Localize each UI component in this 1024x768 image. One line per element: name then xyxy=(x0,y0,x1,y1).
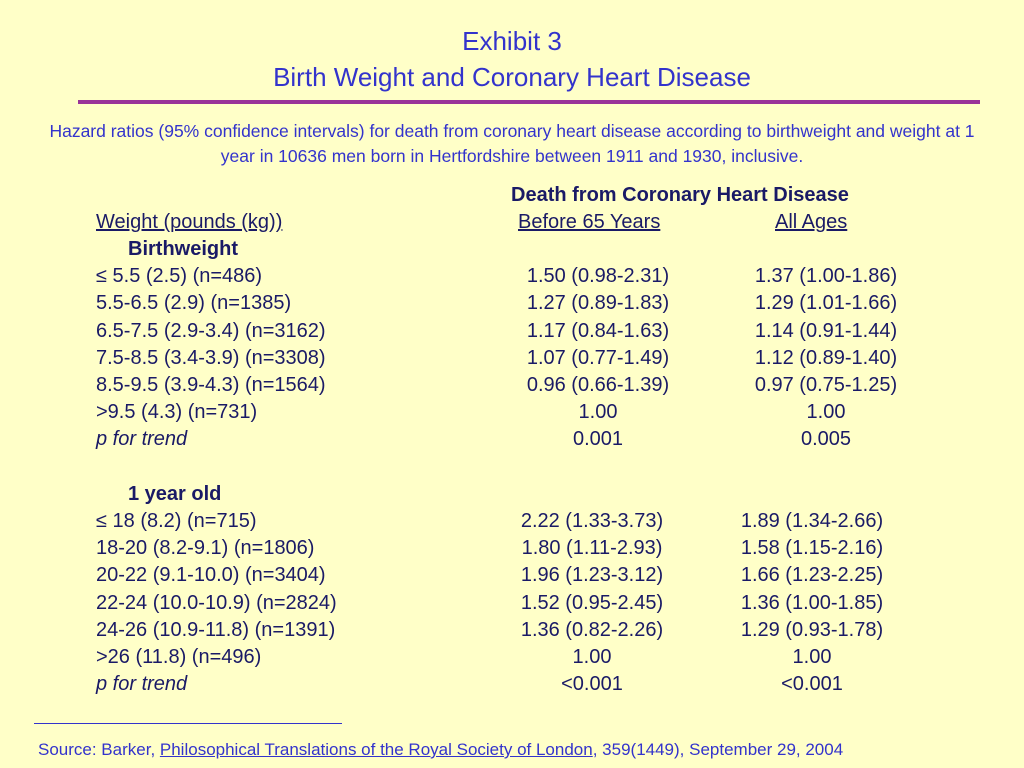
allages-value: 1.29 (1.01-1.66) xyxy=(754,292,898,315)
allages-value: 1.14 (0.91-1.44) xyxy=(754,319,898,342)
row-label: 8.5-9.5 (3.9-4.3) (n=1564) xyxy=(96,374,326,396)
source-prefix: Source: Barker, xyxy=(38,740,160,759)
before65-value: 1.00 xyxy=(578,401,618,424)
allages-value: 1.37 (1.00-1.86) xyxy=(754,265,898,288)
trend-label: p for trend xyxy=(96,428,188,451)
allages-value: 1.58 (1.15-2.16) xyxy=(740,537,884,560)
page-title: Birth Weight and Coronary Heart Disease xyxy=(273,62,751,92)
allages-value: 1.12 (0.89-1.40) xyxy=(754,346,898,369)
row-label: >9.5 (4.3) (n=731) xyxy=(96,401,258,424)
table-caption: Hazard ratios (95% confidence intervals)… xyxy=(49,121,975,166)
allages-value: 1.00 xyxy=(806,401,846,424)
allages-value: 1.89 (1.34-2.66) xyxy=(740,510,884,532)
row-label: ≤ 18 (8.2) (n=715) xyxy=(96,510,257,532)
source-citation: Source: Barker, Philosophical Translatio… xyxy=(38,740,843,760)
before65-value: 1.07 (0.77-1.49) xyxy=(526,346,670,369)
row-label: 22-24 (10.0-10.9) (n=2824) xyxy=(96,591,337,614)
before65-value: 2.22 (1.33-3.73) xyxy=(520,510,664,532)
row-label: >26 (11.8) (n=496) xyxy=(96,646,262,668)
row-label: 20-22 (9.1-10.0) (n=3404) xyxy=(96,564,326,587)
before65-value: 1.80 (1.11-2.93) xyxy=(521,537,663,560)
group-header: Death from Coronary Heart Disease xyxy=(511,184,849,206)
exhibit-number: Exhibit 3 xyxy=(462,26,562,56)
before65-value: 0.001 xyxy=(572,428,624,451)
before65-value: 0.96 (0.66-1.39) xyxy=(526,374,670,396)
allages-value: 0.005 xyxy=(800,428,852,451)
before65-value: 1.50 (0.98-2.31) xyxy=(526,265,670,288)
col-header-allages: All Ages xyxy=(775,211,848,233)
allages-value: 1.29 (0.93-1.78) xyxy=(740,618,884,641)
before65-value: 1.96 (1.23-3.12) xyxy=(520,564,664,587)
allages-value: 1.66 (1.23-2.25) xyxy=(740,564,884,587)
col-header-weight: Weight (pounds (kg)) xyxy=(96,211,283,233)
before65-value: 1.36 (0.82-2.26) xyxy=(520,618,664,641)
allages-value: <0.001 xyxy=(781,673,843,696)
row-label: 6.5-7.5 (2.9-3.4) (n=3162) xyxy=(96,319,326,342)
source-journal-link[interactable]: Philosophical Translations of the Royal … xyxy=(159,740,593,759)
source-divider xyxy=(34,723,342,724)
col-header-before65: Before 65 Years xyxy=(518,211,661,233)
row-label: 5.5-6.5 (2.9) (n=1385) xyxy=(96,292,292,315)
allages-value: 1.36 (1.00-1.85) xyxy=(740,591,884,614)
title-divider xyxy=(78,100,980,104)
section-heading: Birthweight xyxy=(128,238,238,260)
section-heading: 1 year old xyxy=(128,482,222,505)
before65-value: 1.00 xyxy=(572,646,612,668)
row-label: 7.5-8.5 (3.4-3.9) (n=3308) xyxy=(96,346,326,369)
before65-value: <0.001 xyxy=(561,673,623,696)
row-label: 24-26 (10.9-11.8) (n=1391) xyxy=(96,618,336,641)
trend-label: p for trend xyxy=(96,673,188,696)
before65-value: 1.52 (0.95-2.45) xyxy=(520,591,664,614)
allages-value: 1.00 xyxy=(792,646,832,668)
row-label: ≤ 5.5 (2.5) (n=486) xyxy=(96,265,263,288)
source-suffix: , 359(1449), September 29, 2004 xyxy=(592,740,844,759)
before65-value: 1.17 (0.84-1.63) xyxy=(526,319,670,342)
row-label: 18-20 (8.2-9.1) (n=1806) xyxy=(96,537,315,560)
allages-value: 0.97 (0.75-1.25) xyxy=(754,374,898,396)
before65-value: 1.27 (0.89-1.83) xyxy=(526,292,670,315)
